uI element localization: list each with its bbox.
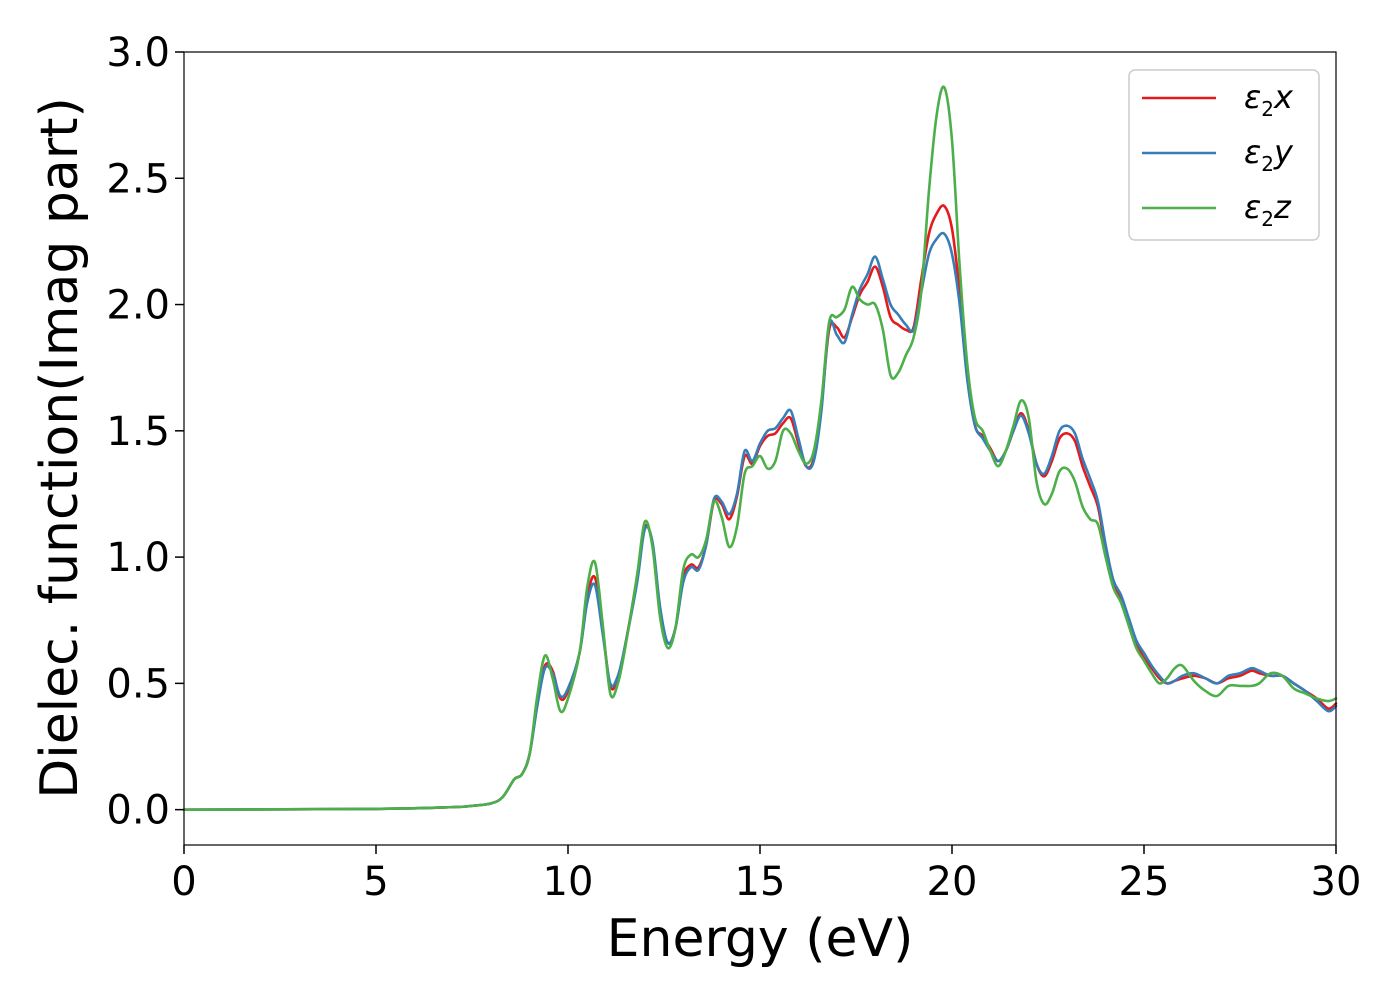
legend-label-y: ε2y [1244, 133, 1294, 176]
y-tick-label: 1.0 [106, 535, 170, 581]
y-tick-label: 2.5 [106, 156, 170, 202]
legend-label-x: ε2x [1244, 78, 1294, 121]
y-tick-label: 0.0 [106, 788, 170, 834]
x-axis-ticks: 0 5 10 15 20 25 30 [171, 845, 1361, 905]
x-tick-label: 10 [543, 859, 594, 905]
x-axis-label: Energy (eV) [607, 909, 914, 969]
x-tick-label: 15 [735, 859, 786, 905]
x-tick-label: 5 [363, 859, 388, 905]
y-axis-label: Dielec. function(Imag part) [30, 97, 90, 799]
plot-lines [182, 85, 1338, 811]
series-line-z [182, 85, 1338, 811]
legend: ε2x ε2y ε2z [1128, 69, 1320, 241]
y-tick-label: 2.0 [106, 283, 170, 329]
y-axis-ticks: 0.0 0.5 1.0 1.5 2.0 2.5 3.0 [106, 30, 184, 834]
y-tick-label: 3.0 [106, 30, 170, 76]
x-tick-label: 20 [927, 859, 978, 905]
legend-box [1128, 69, 1320, 241]
y-tick-label: 0.5 [106, 661, 170, 707]
legend-label-z: ε2z [1244, 188, 1292, 231]
x-tick-label: 0 [171, 859, 196, 905]
x-tick-label: 30 [1311, 859, 1362, 905]
x-tick-label: 25 [1119, 859, 1170, 905]
y-tick-label: 1.5 [106, 409, 170, 455]
